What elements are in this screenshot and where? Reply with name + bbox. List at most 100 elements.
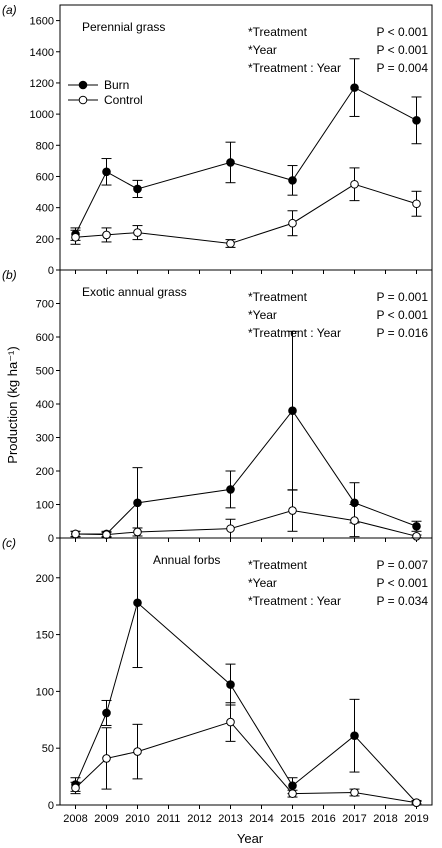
data-point-burn bbox=[133, 498, 142, 508]
x-tick-label: 2012 bbox=[187, 813, 211, 825]
x-axis-label: Year bbox=[237, 831, 264, 846]
stat-p-value: P = 0.007 bbox=[377, 558, 429, 572]
stat-p-value: P = 0.004 bbox=[377, 61, 429, 75]
legend-marker bbox=[78, 80, 88, 90]
y-tick-label: 1400 bbox=[30, 47, 54, 59]
y-tick-label: 0 bbox=[48, 800, 54, 812]
y-tick-label: 600 bbox=[36, 171, 54, 183]
data-point-control bbox=[288, 218, 297, 228]
y-tick-label: 200 bbox=[36, 573, 54, 585]
panel-title: Exotic annual grass bbox=[82, 285, 187, 299]
data-point-control bbox=[102, 230, 111, 240]
panel-2: 0 100 200 300 400 500 600 700 (b) Exotic annual g… bbox=[2, 268, 433, 545]
stat-p-value: P = 0.001 bbox=[377, 290, 429, 304]
y-tick-label: 100 bbox=[36, 500, 54, 512]
panel-label: (b) bbox=[2, 268, 17, 282]
x-tick-label: 2013 bbox=[218, 813, 242, 825]
stat-term: *Treatment bbox=[248, 558, 308, 572]
data-point-burn bbox=[226, 158, 235, 167]
y-tick-label: 500 bbox=[36, 366, 54, 378]
x-tick-label: 2010 bbox=[125, 813, 149, 825]
x-tick-label: 2008 bbox=[63, 813, 87, 825]
y-tick-label: 300 bbox=[36, 433, 54, 445]
panel-1: 0 200 400 600 800 1000 1200 1400 1600 (a) Perennia… bbox=[2, 3, 433, 277]
stat-p-value: P < 0.001 bbox=[377, 308, 429, 322]
series-line-burn bbox=[75, 601, 417, 804]
x-tick-label: 2014 bbox=[249, 813, 273, 825]
legend-marker bbox=[78, 95, 88, 105]
data-point-burn bbox=[350, 731, 359, 740]
stat-p-value: P = 0.034 bbox=[377, 594, 429, 608]
y-axis-label: Production (kg ha⁻¹) bbox=[5, 346, 20, 463]
data-point-control bbox=[226, 239, 235, 248]
series-line-control bbox=[75, 721, 417, 804]
data-point-control bbox=[71, 783, 80, 793]
data-point-burn bbox=[288, 176, 297, 185]
series-line-burn bbox=[75, 86, 417, 235]
data-point-control bbox=[71, 232, 80, 242]
data-point-control bbox=[226, 717, 235, 727]
y-tick-label: 1200 bbox=[30, 78, 54, 90]
x-tick-label: 2019 bbox=[404, 813, 428, 825]
stat-term: *Year bbox=[248, 576, 277, 590]
y-tick-label: 50 bbox=[42, 743, 54, 755]
y-tick-label: 200 bbox=[36, 466, 54, 478]
data-point-control bbox=[350, 516, 359, 525]
x-tick-label: 2011 bbox=[157, 813, 181, 825]
data-point-control bbox=[133, 747, 142, 756]
stat-term: *Year bbox=[248, 43, 277, 57]
x-tick-label: 2009 bbox=[94, 813, 118, 825]
data-point-control bbox=[412, 199, 421, 209]
data-point-control bbox=[288, 506, 297, 515]
stat-term: *Treatment : Year bbox=[248, 61, 341, 75]
x-tick-label: 2016 bbox=[311, 813, 335, 825]
panel-3: 0 50 100 150 200 2008 2009 2010 2011 2012 2013 2014… bbox=[2, 536, 433, 825]
stat-p-value: P = 0.016 bbox=[377, 326, 429, 340]
stat-p-value: P < 0.001 bbox=[377, 43, 429, 57]
y-tick-label: 1000 bbox=[30, 109, 54, 121]
stat-term: *Year bbox=[248, 308, 277, 322]
data-point-control bbox=[102, 530, 111, 539]
data-point-control bbox=[226, 524, 235, 533]
data-point-burn bbox=[102, 708, 111, 718]
data-point-control bbox=[288, 789, 297, 798]
stat-term: *Treatment : Year bbox=[248, 594, 341, 608]
y-tick-label: 700 bbox=[36, 299, 54, 311]
series-line-burn bbox=[75, 409, 417, 535]
y-tick-label: 400 bbox=[36, 399, 54, 411]
legend-label: Control bbox=[104, 93, 143, 107]
plot-frame bbox=[59, 537, 433, 806]
data-point-control bbox=[133, 228, 142, 237]
data-point-control bbox=[102, 754, 111, 763]
x-tick-label: 2018 bbox=[373, 813, 397, 825]
data-point-control bbox=[350, 788, 359, 797]
stat-p-value: P < 0.001 bbox=[377, 25, 429, 39]
panel-title: Perennial grass bbox=[82, 20, 165, 34]
y-tick-label: 400 bbox=[36, 203, 54, 215]
stat-term: *Treatment : Year bbox=[248, 326, 341, 340]
stat-term: *Treatment bbox=[248, 290, 308, 304]
stat-p-value: P < 0.001 bbox=[377, 576, 429, 590]
data-point-burn bbox=[288, 781, 297, 790]
data-point-control bbox=[412, 798, 421, 808]
legend-label: Burn bbox=[104, 78, 129, 92]
data-point-burn bbox=[226, 485, 235, 494]
y-tick-label: 200 bbox=[36, 234, 54, 246]
series-line-control bbox=[75, 183, 417, 245]
data-point-control bbox=[350, 179, 359, 189]
data-point-burn bbox=[412, 116, 421, 125]
panels: 02004006008001000120014001600(a)Perennia… bbox=[2, 3, 433, 825]
y-tick-label: 600 bbox=[36, 332, 54, 344]
panel-label: (c) bbox=[2, 536, 16, 550]
data-point-burn bbox=[288, 406, 297, 416]
stat-term: *Treatment bbox=[248, 25, 308, 39]
data-point-control bbox=[133, 527, 142, 537]
data-point-burn bbox=[412, 521, 421, 531]
x-tick-label: 2015 bbox=[280, 813, 304, 825]
y-tick-label: 150 bbox=[36, 630, 54, 642]
data-point-control bbox=[412, 532, 421, 541]
data-point-control bbox=[71, 529, 80, 539]
data-point-burn bbox=[133, 598, 142, 608]
x-tick-label: 2017 bbox=[342, 813, 366, 825]
